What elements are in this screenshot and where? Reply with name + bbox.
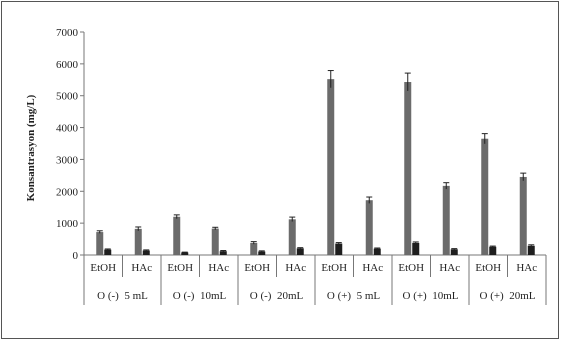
- y-tick-label: 6000: [56, 59, 79, 71]
- x-category-label: EtOH: [398, 262, 424, 274]
- x-category-label: EtOH: [90, 262, 116, 274]
- y-tick-label: 3000: [56, 154, 79, 166]
- x-group-label: O (+) 20mL: [480, 290, 536, 302]
- x-category-label: HAc: [439, 262, 460, 274]
- bar: [288, 219, 296, 255]
- x-category-label: EtOH: [244, 262, 270, 274]
- bar: [211, 228, 219, 255]
- bar: [373, 248, 381, 255]
- x-category-label: HAc: [362, 262, 383, 274]
- bar: [327, 79, 335, 255]
- x-group-label: O (-) 5 mL: [97, 290, 148, 302]
- bar: [250, 242, 258, 255]
- y-tick-label: 1000: [56, 218, 79, 230]
- bar: [104, 249, 112, 255]
- x-group-label: O (+) 5 mL: [327, 290, 381, 302]
- bar: [142, 250, 150, 255]
- y-tick-label: 4000: [56, 123, 79, 135]
- bars: [96, 70, 535, 255]
- bar: [481, 138, 489, 255]
- y-tick-labels: 0 1000 2000 3000 4000 5000 6000 7000: [56, 27, 79, 262]
- bar: [519, 176, 527, 255]
- x-category-label: EtOH: [321, 262, 347, 274]
- y-tick-label: 5000: [56, 91, 79, 103]
- x-category-label: EtOH: [475, 262, 501, 274]
- bar: [258, 251, 266, 255]
- bar: [442, 185, 450, 255]
- bar: [450, 249, 458, 255]
- x-category-label: HAc: [208, 262, 229, 274]
- bar: [219, 251, 227, 255]
- x-category-labels: EtOH HAc EtOH HAc EtOH HAc EtOH HAc EtOH HAc EtOH H…: [90, 262, 537, 274]
- x-category-label: HAc: [285, 262, 306, 274]
- bar: [134, 228, 142, 255]
- bar: [96, 232, 104, 255]
- y-tick-label: 2000: [56, 186, 79, 198]
- bar: [527, 245, 535, 255]
- bar: [404, 82, 412, 255]
- x-group-label: O (-) 10mL: [173, 290, 227, 302]
- bar: [335, 243, 343, 255]
- bar: [489, 246, 497, 255]
- axes: [80, 31, 547, 305]
- bar: [173, 216, 181, 255]
- x-group-label: O (-) 20mL: [250, 290, 304, 302]
- bar: [365, 200, 373, 255]
- x-category-label: HAc: [131, 262, 152, 274]
- y-axis-label: Konsantrasyon (mg/L): [25, 94, 37, 201]
- bar: [181, 252, 189, 255]
- x-group-label: O (+) 10mL: [403, 290, 459, 302]
- bar: [296, 248, 304, 255]
- x-category-label: EtOH: [167, 262, 193, 274]
- bar: [412, 242, 420, 255]
- x-group-labels: O (-) 5 mL O (-) 10mL O (-) 20mL O (+) 5 mL…: [97, 290, 536, 302]
- x-category-label: HAc: [516, 262, 537, 274]
- y-tick-label: 0: [73, 250, 79, 262]
- y-tick-label: 7000: [56, 27, 79, 39]
